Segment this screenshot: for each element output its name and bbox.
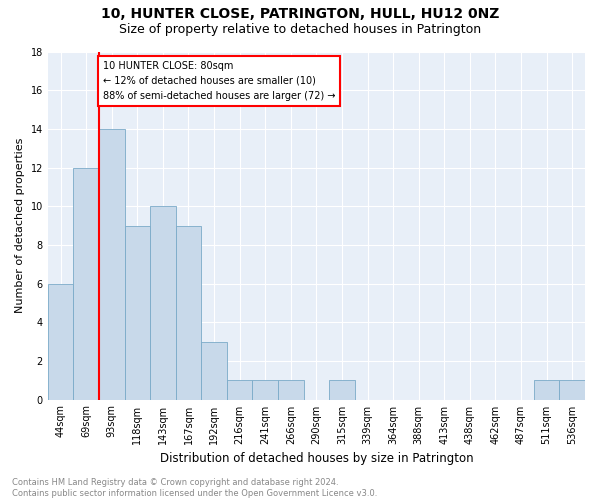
Bar [253,380,278,400]
Text: Contains HM Land Registry data © Crown copyright and database right 2024.
Contai: Contains HM Land Registry data © Crown c… [12,478,377,498]
Bar [227,380,253,400]
Bar [278,380,304,400]
Text: 10 HUNTER CLOSE: 80sqm
← 12% of detached houses are smaller (10)
88% of semi-det: 10 HUNTER CLOSE: 80sqm ← 12% of detached… [103,61,335,101]
Bar [150,206,176,400]
Bar [534,380,559,400]
Bar [48,284,73,400]
Bar [125,226,150,400]
Bar [99,129,125,400]
Bar [176,226,201,400]
Text: 10, HUNTER CLOSE, PATRINGTON, HULL, HU12 0NZ: 10, HUNTER CLOSE, PATRINGTON, HULL, HU12… [101,8,499,22]
Text: Size of property relative to detached houses in Patrington: Size of property relative to detached ho… [119,22,481,36]
Bar [73,168,99,400]
Bar [201,342,227,400]
Bar [559,380,585,400]
X-axis label: Distribution of detached houses by size in Patrington: Distribution of detached houses by size … [160,452,473,465]
Y-axis label: Number of detached properties: Number of detached properties [15,138,25,313]
Bar [329,380,355,400]
